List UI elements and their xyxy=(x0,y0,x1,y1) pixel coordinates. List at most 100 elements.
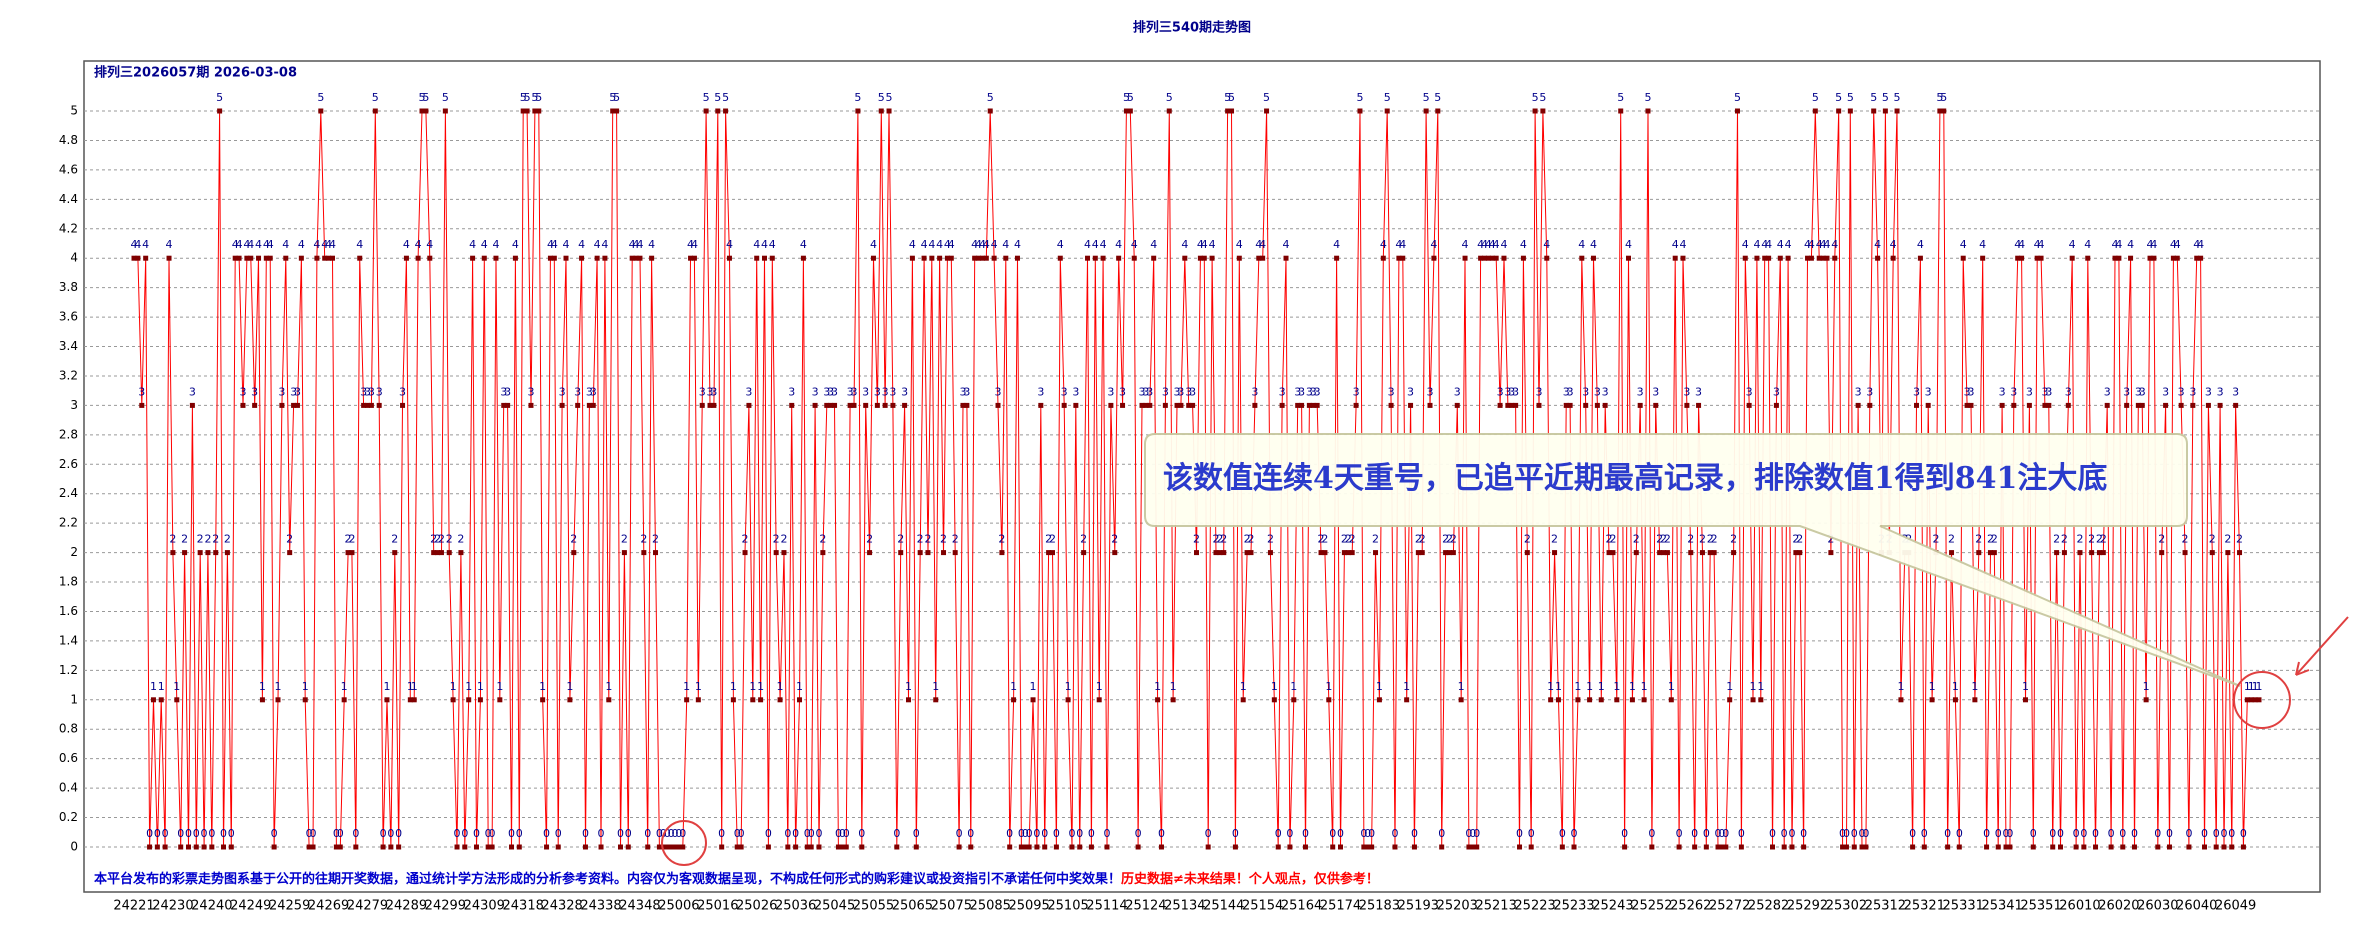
y-tick-label: 1 xyxy=(70,692,78,706)
data-label: 3 xyxy=(827,385,834,398)
marker xyxy=(629,255,635,261)
marker xyxy=(1302,844,1308,850)
marker xyxy=(1073,402,1079,408)
marker xyxy=(917,550,923,556)
data-label: 2 xyxy=(773,533,780,546)
data-label: 1 xyxy=(407,680,414,693)
marker xyxy=(913,844,919,850)
marker xyxy=(898,550,904,556)
marker xyxy=(2135,402,2141,408)
marker xyxy=(411,697,417,703)
marker xyxy=(2163,402,2169,408)
marker xyxy=(1295,402,1301,408)
marker xyxy=(162,844,168,850)
marker xyxy=(769,255,775,261)
data-label: 4 xyxy=(2014,238,2021,251)
marker xyxy=(859,844,865,850)
data-label: 0 xyxy=(185,827,192,840)
marker xyxy=(2186,844,2192,850)
marker xyxy=(1373,550,1379,556)
marker xyxy=(2026,402,2032,408)
data-label: 2 xyxy=(2088,533,2095,546)
data-label: 5 xyxy=(703,91,710,104)
marker xyxy=(874,402,880,408)
marker xyxy=(987,108,993,114)
data-label: 0 xyxy=(1718,827,1725,840)
marker xyxy=(1357,108,1363,114)
data-label: 3 xyxy=(2135,385,2142,398)
marker xyxy=(1583,402,1589,408)
data-label: 5 xyxy=(520,91,527,104)
marker xyxy=(473,844,479,850)
data-label: 0 xyxy=(1676,827,1683,840)
data-label: 2 xyxy=(1609,533,1616,546)
data-label: 2 xyxy=(181,533,188,546)
marker xyxy=(337,844,343,850)
data-label: 1 xyxy=(1726,680,1733,693)
marker xyxy=(1232,844,1238,850)
marker xyxy=(1742,255,1748,261)
data-label: 0 xyxy=(1843,827,1850,840)
data-label: 5 xyxy=(422,91,429,104)
data-label: 4 xyxy=(979,238,986,251)
marker xyxy=(1349,550,1355,556)
marker xyxy=(256,255,262,261)
data-label: 3 xyxy=(2205,385,2212,398)
marker xyxy=(761,255,767,261)
marker xyxy=(886,108,892,114)
data-label: 0 xyxy=(2166,827,2173,840)
marker xyxy=(863,402,869,408)
marker xyxy=(1610,550,1616,556)
marker xyxy=(1326,697,1332,703)
marker xyxy=(937,255,943,261)
data-label: 4 xyxy=(983,238,990,251)
marker xyxy=(1536,402,1542,408)
marker xyxy=(586,402,592,408)
data-label: 4 xyxy=(313,238,320,251)
marker xyxy=(843,844,849,850)
marker xyxy=(730,697,736,703)
data-label: 5 xyxy=(1384,91,1391,104)
data-label: 1 xyxy=(1403,680,1410,693)
data-label: 0 xyxy=(461,827,468,840)
marker xyxy=(855,108,861,114)
marker xyxy=(1898,697,1904,703)
marker xyxy=(2061,550,2067,556)
marker xyxy=(147,844,153,850)
data-label: 0 xyxy=(1033,827,1040,840)
marker xyxy=(820,550,826,556)
marker xyxy=(1221,550,1227,556)
data-label: 3 xyxy=(1999,385,2006,398)
marker xyxy=(279,402,285,408)
marker xyxy=(427,255,433,261)
data-label: 4 xyxy=(1197,238,1204,251)
marker xyxy=(1941,108,1947,114)
marker xyxy=(1201,255,1207,261)
y-tick-label: 1.4 xyxy=(59,633,78,647)
data-label: 3 xyxy=(2010,385,2017,398)
marker xyxy=(547,255,553,261)
marker xyxy=(1225,108,1231,114)
data-label: 2 xyxy=(1321,533,1328,546)
arrow-head xyxy=(2295,661,2310,676)
data-label: 4 xyxy=(633,238,640,251)
data-label: 4 xyxy=(329,238,336,251)
data-label: 0 xyxy=(2228,827,2235,840)
data-label: 2 xyxy=(1080,533,1087,546)
marker xyxy=(948,255,954,261)
data-label: 0 xyxy=(1851,827,1858,840)
data-label: 4 xyxy=(415,238,422,251)
data-label: 0 xyxy=(1944,827,1951,840)
data-label: 3 xyxy=(1695,385,1702,398)
marker xyxy=(2229,844,2235,850)
marker xyxy=(1267,550,1273,556)
data-label: 2 xyxy=(1220,533,1227,546)
marker xyxy=(979,255,985,261)
data-label: 4 xyxy=(1590,238,1597,251)
callout-text: 该数值连续4天重号，已追平近期最高记录，排除数值1得到841注大底 xyxy=(1163,461,2107,496)
marker xyxy=(1127,108,1133,114)
data-label: 4 xyxy=(131,238,138,251)
x-tick-label: 25134 xyxy=(1164,899,1205,914)
data-label: 4 xyxy=(800,238,807,251)
